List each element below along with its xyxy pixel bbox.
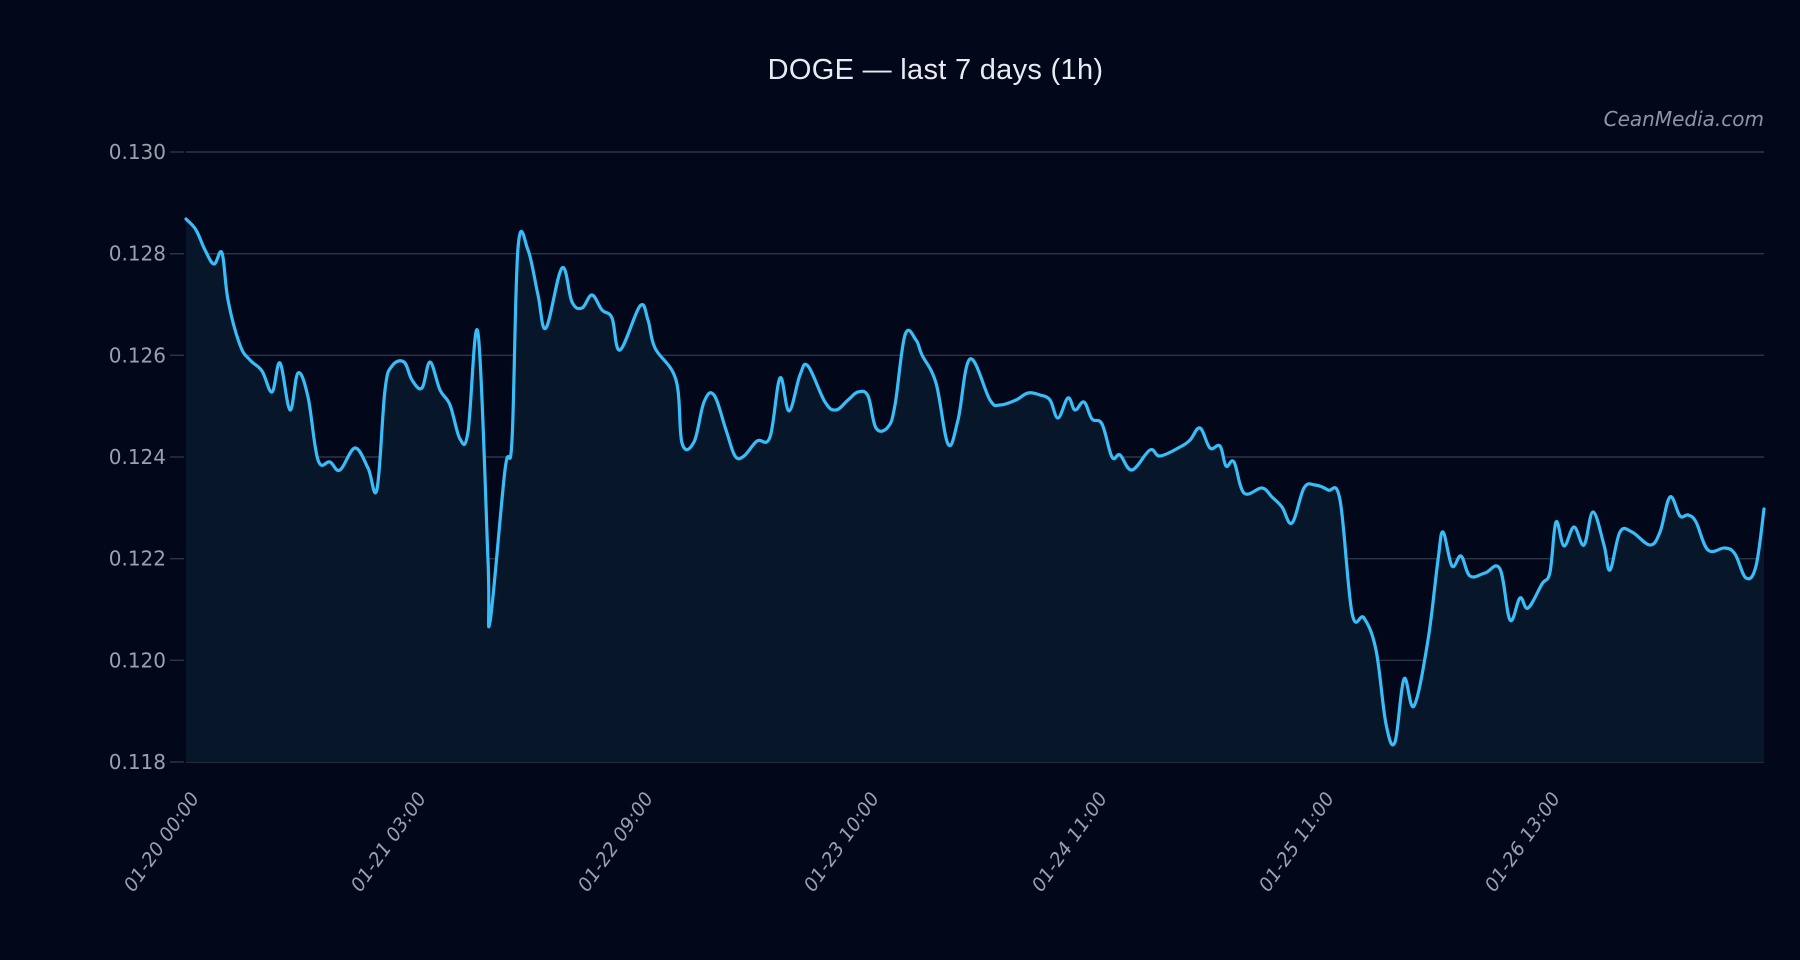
- x-axis: 01-20 00:00 01-21 03:00 01-22 09:00 01-23 1…: [120, 788, 1566, 896]
- y-tick-label: 0.122: [109, 547, 166, 571]
- y-tick-label: 0.130: [109, 140, 166, 164]
- y-axis: 0.130 0.128 0.126 0.124 0.122 0.120 0.118: [109, 140, 184, 774]
- y-tick-label: 0.128: [109, 242, 166, 266]
- x-tick-label: 01-25 11:00: [1255, 788, 1340, 896]
- x-tick-label: 01-23 10:00: [800, 788, 885, 896]
- y-tick-label: 0.124: [109, 445, 166, 469]
- y-tick-label: 0.126: [109, 343, 166, 367]
- x-tick-label: 01-21 03:00: [347, 788, 432, 896]
- x-tick-label: 01-24 11:00: [1028, 788, 1113, 896]
- x-tick-label: 01-22 09:00: [574, 788, 659, 896]
- y-tick-label: 0.118: [109, 750, 166, 774]
- chart-title: DOGE — last 7 days (1h): [767, 54, 1104, 86]
- price-line: [184, 217, 1766, 747]
- x-tick-label: 01-20 00:00: [120, 788, 205, 896]
- y-tick-label: 0.120: [109, 648, 166, 672]
- watermark: CeanMedia.com: [1603, 107, 1764, 131]
- x-tick-label: 01-26 13:00: [1481, 788, 1566, 896]
- price-area-fill: [186, 219, 1764, 762]
